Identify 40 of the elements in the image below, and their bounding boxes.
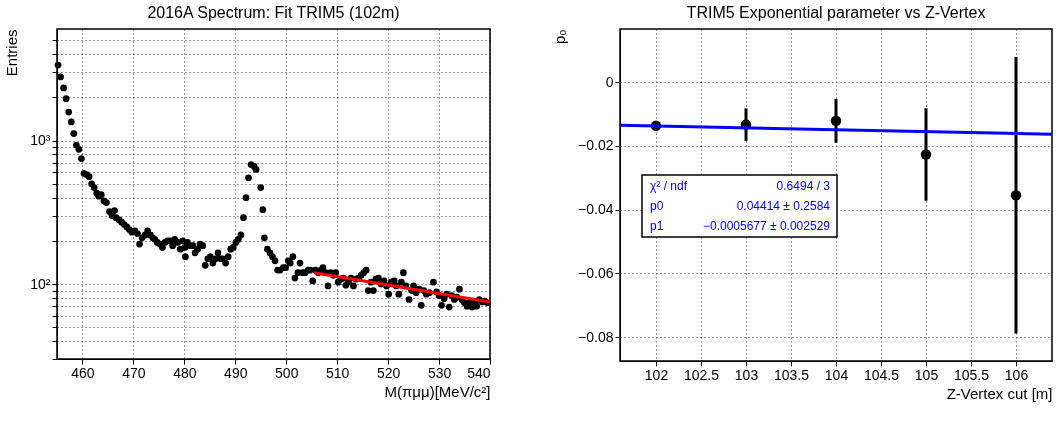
annotation: χ² / ndf [650,179,688,193]
chart-title: TRIM5 Exponential parameter vs Z-Vertex [686,4,986,21]
x-tick-label: 530 [427,364,452,381]
x-tick-label: 470 [122,364,146,381]
x-tick-label: 520 [376,364,401,381]
x-tick-label: 460 [71,364,95,381]
y-axis-title: p₀ [551,29,569,45]
y-tick-label: −0.04 [578,201,614,218]
x-tick-label: 103.5 [773,366,810,383]
point [1010,190,1022,201]
x-axis-title: Z-Vertex cut [m] [946,384,1053,402]
y-tick-label: −0.06 [578,264,614,281]
y-tick-label: −0.08 [578,328,614,345]
x-tick-label: 102 [644,366,669,383]
annotation: −0.0005677 ± 0.002529 [702,219,831,233]
x-tick-label: 510 [326,364,350,381]
x-tick-label: 540 [467,364,491,381]
x-tick-label: 106 [1004,366,1029,383]
x-tick-label: 104 [824,366,849,383]
x-tick-label: 105.5 [953,366,990,383]
x-tick-label: 480 [173,364,197,381]
x-tick-label: 104.5 [863,366,900,383]
y-tick-label: 10³ [30,132,51,149]
point [830,115,842,126]
annotation: 0.6494 / 3 [776,179,831,193]
x-axis-title: M(πμμ)[MeV/c²] [384,382,491,400]
annotation: p0 [650,199,664,213]
x-tick-label: 490 [224,364,248,381]
annotation: 0.04414 ± 0.2584 [736,199,831,213]
chart-title: 2016A Spectrum: Fit TRIM5 (102m) [147,4,400,21]
y-tick-label: −0.02 [578,137,614,154]
y-tick-label: 10² [30,275,51,292]
y-tick-label: 0 [605,73,614,90]
x-tick-label: 103 [734,366,759,383]
y-axis-title: Entries [3,29,21,77]
x-tick-label: 102.5 [683,366,720,383]
x-tick-label: 500 [275,364,299,381]
x-tick-label: 105 [914,366,939,383]
point [920,149,932,160]
annotation: p1 [650,219,664,233]
